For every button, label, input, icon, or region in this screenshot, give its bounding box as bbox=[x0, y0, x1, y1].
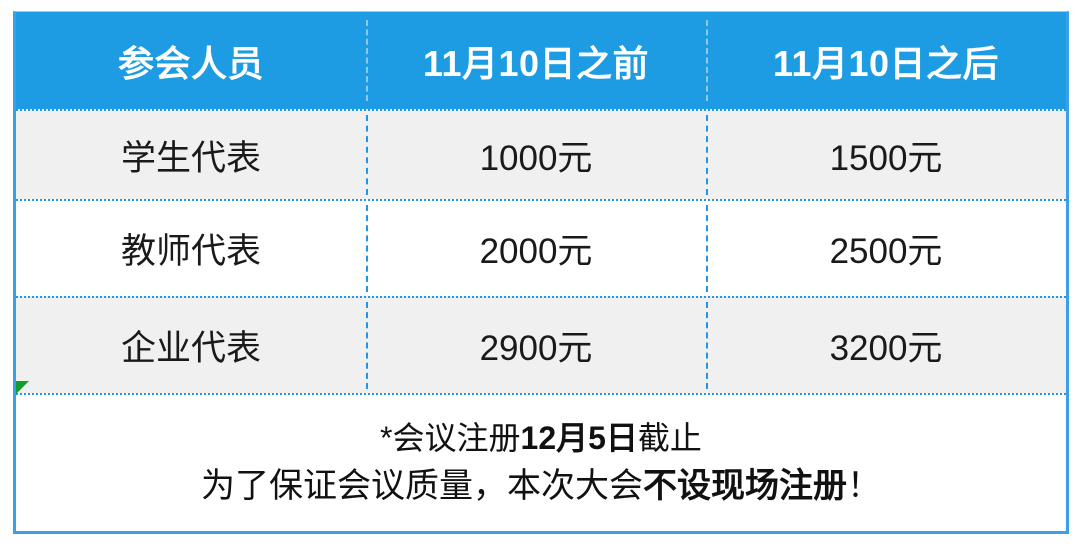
header-cell-before-date: 11月10日之前 bbox=[366, 12, 706, 109]
table-row: 学生代表 1000元 1500元 bbox=[16, 109, 1066, 199]
table-inner: 参会人员 11月10日之前 11月10日之后 学生代表 1000元 1500元 … bbox=[16, 12, 1066, 531]
comment-marker-icon bbox=[16, 381, 29, 394]
cell-participant: 教师代表 bbox=[120, 232, 261, 271]
cell-participant: 学生代表 bbox=[120, 138, 261, 178]
note-line-deadline: *会议注册12月5日截止 bbox=[380, 415, 702, 461]
note-deadline-date: 12月5日 bbox=[520, 420, 638, 457]
header-cell-after-date: 11月10日之后 bbox=[706, 12, 1066, 109]
table-row: 企业代表 2900元 3200元 bbox=[16, 296, 1066, 393]
note-onsite-prefix: 为了保证会议质量，本次大会 bbox=[201, 466, 643, 505]
header-cell-participant: 参会人员 bbox=[117, 42, 264, 84]
cell-fee-before: 2000元 bbox=[366, 201, 706, 296]
table-row: 教师代表 2000元 2500元 bbox=[16, 199, 1066, 296]
note-line-onsite: 为了保证会议质量，本次大会不设现场注册！ bbox=[201, 462, 881, 511]
cell-participant: 企业代表 bbox=[120, 329, 261, 368]
cell-fee-before: 1000元 bbox=[366, 111, 706, 199]
cell-fee-after: 2500元 bbox=[706, 201, 1066, 296]
cell-fee-after: 3200元 bbox=[706, 298, 1066, 393]
table-note-row: *会议注册12月5日截止 为了保证会议质量，本次大会不设现场注册！ bbox=[16, 381, 1066, 531]
cell-fee-after: 1500元 bbox=[706, 111, 1066, 199]
note-onsite-suffix: ！ bbox=[847, 466, 881, 505]
note-deadline-suffix: 截止 bbox=[637, 420, 702, 457]
table-header-row: 参会人员 11月10日之前 11月10日之后 bbox=[16, 12, 1066, 109]
note-deadline-prefix: *会议注册 bbox=[380, 420, 521, 457]
note-onsite-emphasis: 不设现场注册 bbox=[643, 466, 847, 505]
cell-fee-before: 2900元 bbox=[366, 298, 706, 393]
conference-registration-fee-table: 参会人员 11月10日之前 11月10日之后 学生代表 1000元 1500元 … bbox=[13, 11, 1069, 534]
